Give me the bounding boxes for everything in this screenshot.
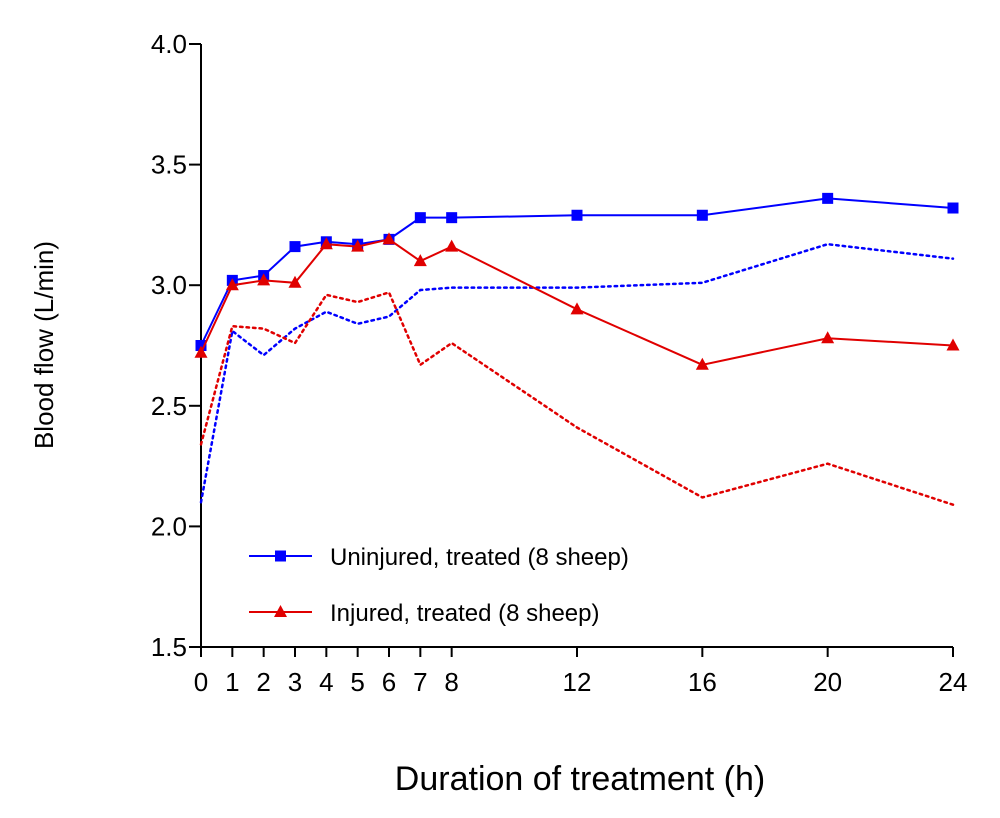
x-tick-label: 20 bbox=[813, 667, 842, 697]
x-tick-label: 6 bbox=[382, 667, 396, 697]
x-tick-label: 2 bbox=[256, 667, 270, 697]
series-2-point bbox=[445, 239, 459, 252]
series-2-point bbox=[257, 273, 271, 286]
y-tick-label: 3.5 bbox=[151, 150, 187, 180]
plot-area bbox=[194, 192, 960, 506]
series-2-point bbox=[382, 232, 396, 245]
x-tick-label: 3 bbox=[288, 667, 302, 697]
series-2-line bbox=[200, 238, 954, 366]
series-2-point bbox=[225, 278, 239, 291]
x-tick-label: 7 bbox=[413, 667, 427, 697]
legend-marker-2 bbox=[274, 605, 287, 617]
legend-label-1: Uninjured, treated (8 sheep) bbox=[330, 544, 629, 571]
y-tick-label: 3.0 bbox=[151, 270, 187, 300]
legend: Uninjured, treated (8 sheep) Injured, tre… bbox=[249, 544, 629, 627]
x-tick-label: 24 bbox=[939, 667, 968, 697]
x-axis: 0 1 2 3 4 5 6 7 8 12 16 20 24 bbox=[194, 646, 968, 697]
series-2-point bbox=[570, 302, 584, 315]
legend-label-2: Injured, treated (8 sheep) bbox=[330, 600, 600, 627]
series-1-point bbox=[947, 202, 959, 214]
series-2-point bbox=[194, 345, 208, 358]
series-1-point bbox=[414, 212, 426, 224]
x-tick-label: 1 bbox=[225, 667, 239, 697]
series-1 bbox=[195, 192, 959, 504]
y-axis: 1.5 2.0 2.5 3.0 3.5 4.0 bbox=[151, 29, 202, 662]
series-2-point bbox=[821, 331, 835, 344]
x-tick-label: 0 bbox=[194, 667, 208, 697]
x-axis-title: Duration of treatment (h) bbox=[395, 760, 765, 798]
x-tick-label: 4 bbox=[319, 667, 333, 697]
y-tick-label: 4.0 bbox=[151, 29, 187, 59]
series-2-point bbox=[413, 254, 427, 267]
series-2-point bbox=[319, 237, 333, 250]
x-tick-label: 5 bbox=[350, 667, 364, 697]
series-1-point bbox=[289, 241, 301, 253]
series-1-point bbox=[571, 209, 583, 221]
x-tick-label: 12 bbox=[563, 667, 592, 697]
legend-marker-1 bbox=[275, 550, 286, 562]
x-tick-label: 8 bbox=[444, 667, 458, 697]
series-2-point bbox=[946, 338, 960, 351]
series-2-point bbox=[695, 357, 709, 370]
series-1-point bbox=[446, 212, 458, 224]
y-tick-label: 2.0 bbox=[151, 511, 187, 541]
x-tick-label: 16 bbox=[688, 667, 717, 697]
series-2-point bbox=[351, 239, 365, 252]
y-axis-title: Blood flow (L/min) bbox=[29, 241, 59, 449]
series-1-point bbox=[195, 340, 207, 351]
series-2 bbox=[194, 232, 960, 506]
series-1-lower-bound-line bbox=[199, 242, 955, 504]
series-2-lower-bound-line bbox=[199, 290, 955, 506]
y-tick-label: 2.5 bbox=[151, 391, 187, 421]
series-1-point bbox=[696, 209, 708, 221]
series-1-point bbox=[822, 192, 834, 204]
series-2-point bbox=[288, 275, 302, 288]
y-tick-label: 1.5 bbox=[151, 632, 187, 662]
